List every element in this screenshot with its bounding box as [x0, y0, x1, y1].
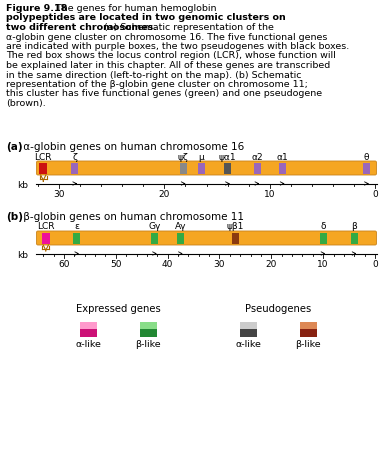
Bar: [224, 163, 231, 174]
Text: 20: 20: [265, 259, 277, 268]
Text: (a) Schematic representation of the: (a) Schematic representation of the: [101, 23, 274, 32]
Bar: [79, 329, 96, 337]
Bar: [240, 322, 257, 329]
FancyBboxPatch shape: [36, 231, 377, 245]
Bar: [74, 233, 80, 244]
Text: LCR: LCR: [34, 152, 52, 161]
Bar: [180, 163, 187, 174]
Text: (b): (b): [6, 212, 23, 221]
Text: be explained later in this chapter. All of these genes are transcribed: be explained later in this chapter. All …: [6, 61, 330, 70]
Text: The red box shows the locus control region (LCR), whose function will: The red box shows the locus control regi…: [6, 51, 336, 60]
Text: α-like: α-like: [75, 340, 101, 349]
Text: ψζ: ψζ: [178, 152, 189, 161]
Bar: [253, 163, 260, 174]
Text: Gγ: Gγ: [149, 222, 161, 231]
Text: LCR: LCR: [37, 222, 55, 231]
Bar: [79, 322, 96, 329]
Text: 30: 30: [214, 259, 225, 268]
Bar: [240, 329, 257, 337]
Text: α-globin gene cluster on chromosome 16. The five functional genes: α-globin gene cluster on chromosome 16. …: [6, 32, 327, 41]
Text: α2: α2: [251, 152, 263, 161]
Text: polypeptides are located in two genomic clusters on: polypeptides are located in two genomic …: [6, 14, 286, 23]
Text: two different chromosomes.: two different chromosomes.: [6, 23, 157, 32]
FancyBboxPatch shape: [36, 161, 377, 175]
Bar: [139, 322, 156, 329]
Text: 10: 10: [317, 259, 329, 268]
Text: representation of the β-globin gene cluster on chromosome 11;: representation of the β-globin gene clus…: [6, 80, 308, 89]
Bar: [42, 233, 50, 244]
Text: The genes for human hemoglobin: The genes for human hemoglobin: [53, 4, 216, 13]
Text: (brown).: (brown).: [6, 99, 46, 108]
Text: are indicated with purple boxes, the two pseudogenes with black boxes.: are indicated with purple boxes, the two…: [6, 42, 349, 51]
Bar: [351, 233, 358, 244]
Text: α-like: α-like: [235, 340, 261, 349]
Text: δ: δ: [320, 222, 326, 231]
Bar: [300, 329, 317, 337]
Bar: [177, 233, 184, 244]
Text: kb: kb: [17, 250, 28, 259]
Text: (a): (a): [6, 142, 22, 152]
Bar: [320, 233, 327, 244]
Bar: [71, 163, 78, 174]
Text: 20: 20: [159, 189, 170, 198]
Text: Figure 9.18: Figure 9.18: [6, 4, 67, 13]
Bar: [300, 322, 317, 329]
Bar: [198, 163, 205, 174]
Text: in the same direction (left-to-right on the map). (b) Schematic: in the same direction (left-to-right on …: [6, 70, 301, 79]
Text: α-globin genes on human chromosome 16: α-globin genes on human chromosome 16: [20, 142, 244, 152]
Text: β-like: β-like: [135, 340, 161, 349]
Text: 30: 30: [53, 189, 65, 198]
Text: α1: α1: [276, 152, 288, 161]
Text: ψα1: ψα1: [219, 152, 236, 161]
Text: 40: 40: [162, 259, 173, 268]
Text: ε: ε: [74, 222, 79, 231]
Text: β-globin genes on human chromosome 11: β-globin genes on human chromosome 11: [20, 212, 244, 221]
Bar: [39, 163, 47, 174]
Text: this cluster has five functional genes (green) and one pseudogene: this cluster has five functional genes (…: [6, 89, 322, 98]
Text: ζ: ζ: [72, 152, 77, 161]
Bar: [151, 233, 158, 244]
Text: 60: 60: [58, 259, 70, 268]
Text: θ: θ: [364, 152, 369, 161]
Text: μ: μ: [199, 152, 204, 161]
Text: 50: 50: [110, 259, 122, 268]
Text: Aγ: Aγ: [175, 222, 186, 231]
Bar: [139, 329, 156, 337]
Text: 0: 0: [372, 189, 378, 198]
Text: Expressed genes: Expressed genes: [75, 304, 160, 313]
Bar: [279, 163, 286, 174]
Bar: [363, 163, 370, 174]
Text: β: β: [351, 222, 357, 231]
Text: kb: kb: [17, 180, 28, 189]
Text: Pseudogenes: Pseudogenes: [245, 304, 311, 313]
Text: β-like: β-like: [295, 340, 321, 349]
Bar: [231, 233, 238, 244]
Text: 0: 0: [372, 259, 378, 268]
Text: 10: 10: [264, 189, 276, 198]
Text: ψβ1: ψβ1: [226, 222, 244, 231]
